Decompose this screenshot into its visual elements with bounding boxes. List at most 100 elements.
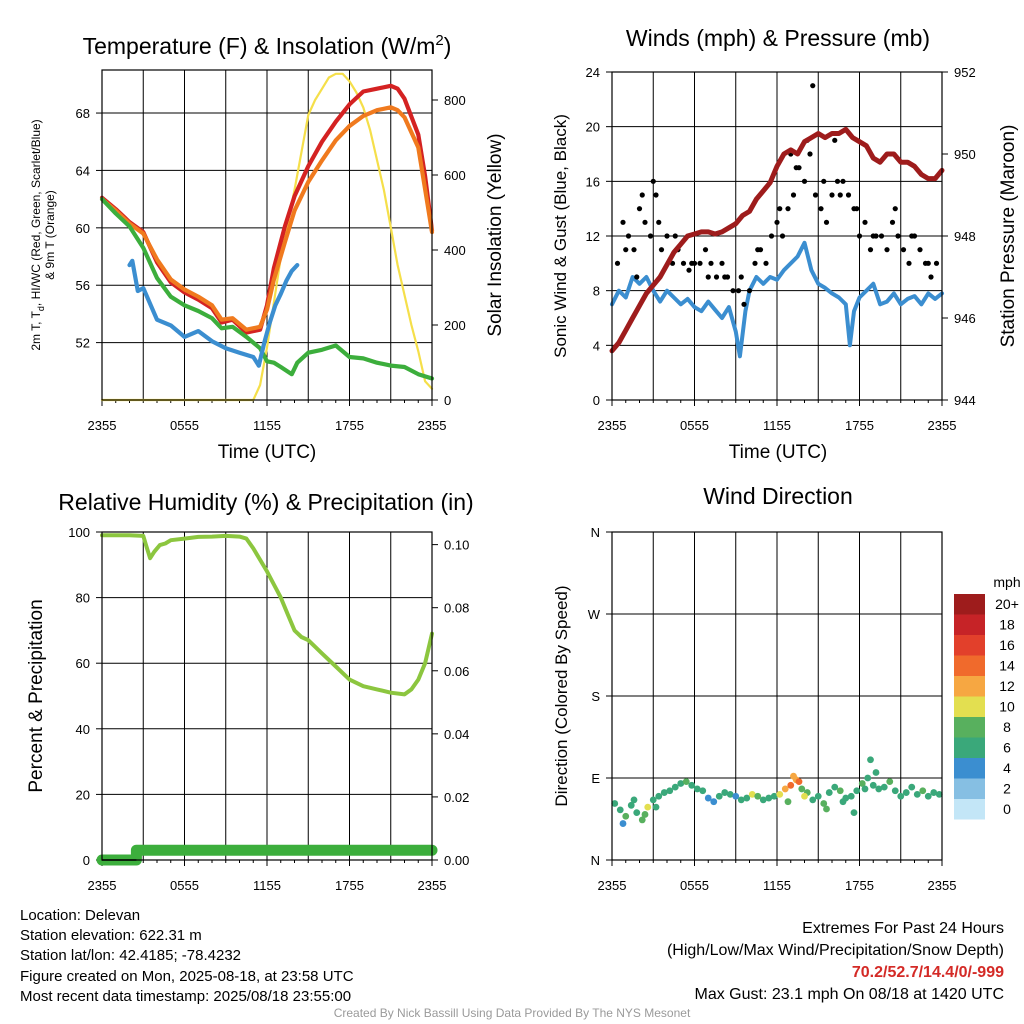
y-tick-label: 16: [586, 174, 600, 189]
direction-point: [858, 780, 866, 787]
y-tick-label: 64: [76, 163, 90, 178]
gust-point: [689, 260, 695, 266]
gust-point: [900, 247, 907, 253]
x-axis-label: Time (UTC): [218, 442, 317, 463]
chart-title: Temperature (F) & Insolation (W/m2): [83, 32, 452, 59]
x-tick-label: 1755: [845, 418, 874, 433]
gust-point: [735, 288, 742, 294]
x-tick-label: 2355: [598, 878, 627, 893]
legend-label: 14: [999, 658, 1015, 674]
x-tick-label: 0555: [170, 878, 199, 893]
x-tick-label: 1755: [845, 878, 874, 893]
extremes-title: Extremes For Past 24 Hours: [802, 920, 1004, 937]
gust-point: [837, 192, 843, 198]
gust-point: [741, 301, 747, 307]
legend-title: mph: [993, 574, 1020, 590]
direction-point: [787, 781, 795, 789]
gust-point: [702, 247, 709, 253]
plot-border: [611, 531, 943, 861]
direction-point: [869, 781, 877, 789]
direction-point: [880, 783, 888, 791]
gust-point: [614, 260, 621, 266]
direction-point: [759, 796, 767, 804]
legend-color-box: [954, 737, 985, 758]
x-tick-label: 2355: [598, 418, 627, 433]
x-tick-label: 2355: [88, 418, 117, 433]
gust-point: [664, 233, 670, 239]
direction-point: [798, 785, 806, 793]
gust-point: [785, 206, 791, 212]
gust-point: [697, 260, 703, 266]
y2-tick-label: 0.10: [444, 538, 469, 553]
y-tick-label: 4: [593, 338, 600, 353]
legend-color-box: [954, 717, 985, 738]
y2-tick-label: 600: [444, 168, 466, 183]
legend-color-box: [954, 635, 985, 656]
gust-point: [722, 274, 728, 280]
direction-point: [814, 792, 822, 800]
y-tick-label: N: [591, 853, 600, 868]
direction-point: [784, 798, 792, 806]
direction-point: [715, 792, 723, 800]
direction-point: [902, 789, 910, 796]
gust-point: [807, 151, 813, 157]
gust-point: [834, 178, 841, 184]
gust-point: [892, 206, 898, 212]
direction-point: [652, 803, 660, 811]
direction-point: [765, 794, 773, 802]
extremes-panel: Extremes For Past 24 Hours (High/Low/Max…: [667, 918, 1004, 1006]
gust-point: [933, 260, 940, 266]
gust-point: [768, 233, 775, 239]
direction-point: [809, 796, 817, 804]
gust-point: [862, 219, 868, 225]
direction-point: [820, 800, 828, 807]
gust-point: [812, 192, 819, 198]
direction-point: [660, 789, 668, 796]
direction-point: [677, 780, 685, 787]
y2-tick-label: 950: [954, 147, 976, 162]
gust-point: [867, 247, 874, 253]
x-tick-label: 0555: [170, 418, 199, 433]
temperature-series-line: [99, 105, 435, 332]
direction-point: [699, 787, 707, 795]
gust-point: [746, 288, 753, 294]
y2-tick-label: 0: [444, 393, 451, 408]
direction-point: [930, 789, 938, 796]
direction-point: [644, 803, 652, 811]
direction-point: [611, 800, 619, 807]
y2-tick-label: 200: [444, 318, 466, 333]
direction-point: [732, 792, 740, 800]
direction-point: [836, 787, 844, 795]
gust-point: [889, 219, 896, 225]
gust-point: [928, 274, 934, 280]
x-tick-label: 2355: [418, 418, 447, 433]
gust-point: [856, 233, 863, 239]
temperature-series-line: [256, 263, 300, 368]
y-tick-label: 12: [586, 229, 600, 244]
direction-point: [682, 778, 690, 786]
y-tick-label: 60: [76, 221, 90, 236]
y2-tick-label: 946: [954, 311, 976, 326]
legend-label: 8: [1003, 719, 1011, 735]
gust-point: [672, 233, 678, 239]
gust-point: [719, 260, 725, 266]
y-tick-label: S: [591, 689, 600, 704]
gust-point: [878, 233, 885, 239]
y-tick-label: 0: [83, 853, 90, 868]
y2-tick-label: 948: [954, 229, 976, 244]
extremes-subtitle: (High/Low/Max Wind/Precipitation/Snow De…: [666, 942, 1004, 959]
direction-point: [924, 792, 932, 800]
gust-point: [854, 206, 860, 212]
gust-point: [832, 137, 838, 143]
y2-tick-label: 0.06: [444, 664, 469, 679]
x-axis-label: Time (UTC): [729, 442, 828, 463]
gust-point: [801, 178, 808, 184]
y-tick-label: 24: [586, 65, 600, 80]
direction-point: [655, 792, 663, 800]
direction-point: [861, 785, 869, 793]
legend-color-box: [954, 799, 985, 820]
legend-color-box: [954, 778, 985, 799]
credit-line: Created By Nick Bassill Using Data Provi…: [333, 1006, 691, 1020]
gust-point: [909, 233, 915, 239]
